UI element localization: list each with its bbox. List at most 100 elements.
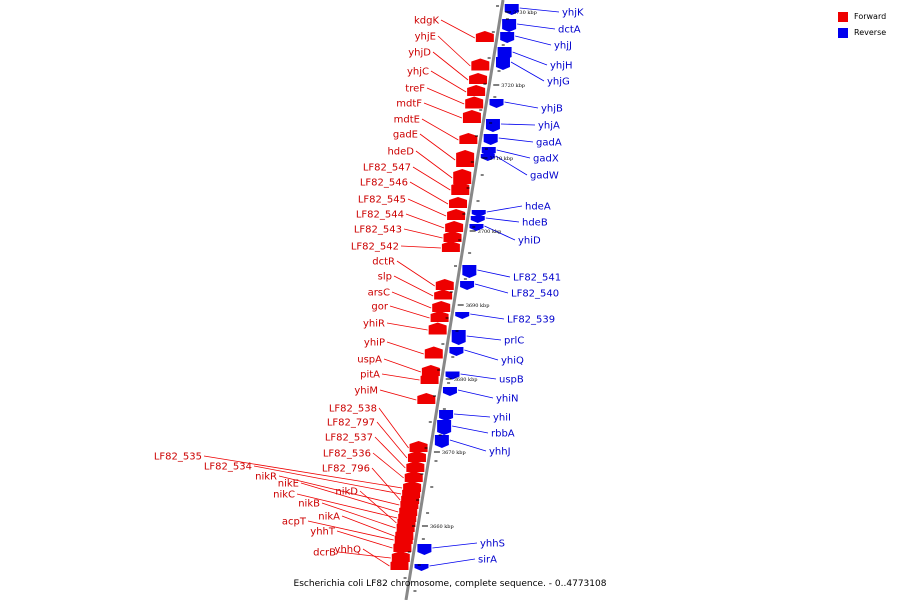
forward-gene-feature[interactable] [396,524,415,532]
forward-gene-feature[interactable] [447,212,466,220]
forward-gene-feature[interactable] [475,34,494,42]
reverse-gene-feature[interactable] [489,99,504,105]
reverse-gene-feature[interactable] [414,564,429,568]
reverse-gene-feature[interactable] [445,371,460,377]
reverse-gene-label[interactable]: yhhJ [489,447,511,458]
forward-gene-label[interactable]: yhhT [310,527,336,538]
reverse-gene-label[interactable]: LF82_539 [507,315,555,326]
forward-gene-feature[interactable] [459,136,478,144]
forward-gene-label[interactable]: LF82_544 [356,210,404,221]
forward-gene-label[interactable]: LF82_543 [354,225,402,236]
forward-gene-label[interactable]: LF82_545 [358,195,406,206]
reverse-gene-label[interactable]: prlC [504,336,524,347]
forward-gene-feature[interactable] [390,562,409,570]
forward-gene-label[interactable]: yhjD [408,48,431,59]
reverse-gene-label[interactable]: yhjK [562,8,584,19]
reverse-gene-label[interactable]: LF82_540 [511,289,559,300]
forward-gene-label[interactable]: LF82_546 [360,178,408,189]
reverse-gene-label[interactable]: yhiI [493,413,511,424]
forward-gene-feature[interactable] [471,61,490,71]
forward-gene-label[interactable]: LF82_534 [204,462,252,473]
forward-gene-feature[interactable] [428,325,447,335]
reverse-gene-feature[interactable] [462,265,477,275]
reverse-gene-feature[interactable] [469,224,484,228]
forward-gene-label[interactable]: LF82_797 [327,418,375,429]
forward-gene-feature[interactable] [421,368,440,376]
forward-gene-label[interactable]: nikA [318,512,340,523]
forward-gene-feature[interactable] [441,244,460,252]
forward-gene-label[interactable]: mdtE [394,115,420,126]
forward-gene-label[interactable]: pitA [360,370,380,381]
reverse-gene-label[interactable]: gadA [536,138,562,149]
forward-gene-label[interactable]: LF82_542 [351,242,399,253]
forward-gene-label[interactable]: nikR [255,472,277,483]
reverse-gene-feature[interactable] [451,330,466,342]
forward-gene-label[interactable]: hdeD [387,147,414,158]
forward-gene-label[interactable]: slp [378,272,392,283]
forward-gene-label[interactable]: uspA [357,355,382,366]
forward-gene-label[interactable]: yhiR [363,319,385,330]
forward-gene-feature[interactable] [420,376,439,384]
reverse-gene-feature[interactable] [439,410,454,418]
forward-gene-feature[interactable] [467,88,486,96]
forward-gene-label[interactable]: arsC [368,288,390,299]
reverse-gene-label[interactable]: yhjB [541,104,563,115]
reverse-gene-label[interactable]: sirA [478,555,497,566]
reverse-gene-feature[interactable] [485,119,500,129]
reverse-gene-label[interactable]: yhjH [550,61,573,72]
reverse-gene-feature[interactable] [483,134,498,142]
reverse-gene-feature[interactable] [455,312,470,316]
forward-gene-label[interactable]: acpT [282,517,307,528]
forward-gene-feature[interactable] [434,292,453,300]
forward-gene-label[interactable]: LF82_547 [363,163,411,174]
reverse-gene-label[interactable]: yhiN [496,394,519,405]
forward-gene-feature[interactable] [424,349,443,359]
forward-gene-feature[interactable] [406,464,425,472]
forward-gene-label[interactable]: LF82_536 [323,449,371,460]
reverse-gene-feature[interactable] [481,147,496,153]
forward-gene-feature[interactable] [456,153,475,167]
forward-gene-feature[interactable] [451,185,470,195]
forward-gene-feature[interactable] [400,501,419,509]
forward-gene-label[interactable]: dctR [372,257,395,268]
forward-gene-label[interactable]: mdtF [396,99,422,110]
reverse-gene-label[interactable]: yhiD [518,236,541,247]
reverse-gene-label[interactable]: rbbA [491,429,515,440]
reverse-gene-feature[interactable] [470,216,485,220]
forward-gene-feature[interactable] [435,282,454,290]
forward-gene-label[interactable]: yhiM [354,386,378,397]
forward-gene-label[interactable]: yhiP [364,338,385,349]
forward-gene-label[interactable]: dcrB [313,548,336,559]
forward-gene-feature[interactable] [417,396,436,404]
forward-gene-feature[interactable] [443,234,462,242]
forward-gene-feature[interactable] [430,314,449,322]
forward-gene-feature[interactable] [462,113,481,123]
forward-gene-label[interactable]: treF [405,84,425,95]
forward-gene-label[interactable]: nikC [273,490,295,501]
reverse-gene-feature[interactable] [502,19,517,29]
forward-gene-label[interactable]: LF82_537 [325,433,373,444]
forward-gene-feature[interactable] [394,536,413,544]
forward-gene-label[interactable]: yhjC [407,67,429,78]
forward-gene-feature[interactable] [445,224,464,232]
forward-gene-label[interactable]: gadE [393,130,418,141]
forward-gene-feature[interactable] [409,444,428,452]
reverse-gene-feature[interactable] [500,32,515,40]
reverse-gene-feature[interactable] [504,4,519,12]
reverse-gene-label[interactable]: dctA [558,25,581,36]
reverse-gene-label[interactable]: hdeB [522,218,548,229]
reverse-gene-label[interactable]: gadX [533,154,559,165]
forward-gene-feature[interactable] [404,474,423,482]
reverse-gene-label[interactable]: yhjG [547,77,570,88]
forward-gene-label[interactable]: nikE [278,479,299,490]
reverse-gene-feature[interactable] [471,210,486,214]
reverse-gene-feature[interactable] [442,387,457,393]
forward-gene-label[interactable]: gor [371,302,388,313]
forward-gene-feature[interactable] [465,99,484,109]
forward-gene-label[interactable]: nikD [335,487,358,498]
reverse-gene-label[interactable]: yhjJ [554,41,572,52]
forward-gene-feature[interactable] [407,454,426,462]
reverse-gene-label[interactable]: uspB [499,375,524,386]
reverse-gene-feature[interactable] [480,154,495,158]
reverse-gene-feature[interactable] [497,47,512,57]
